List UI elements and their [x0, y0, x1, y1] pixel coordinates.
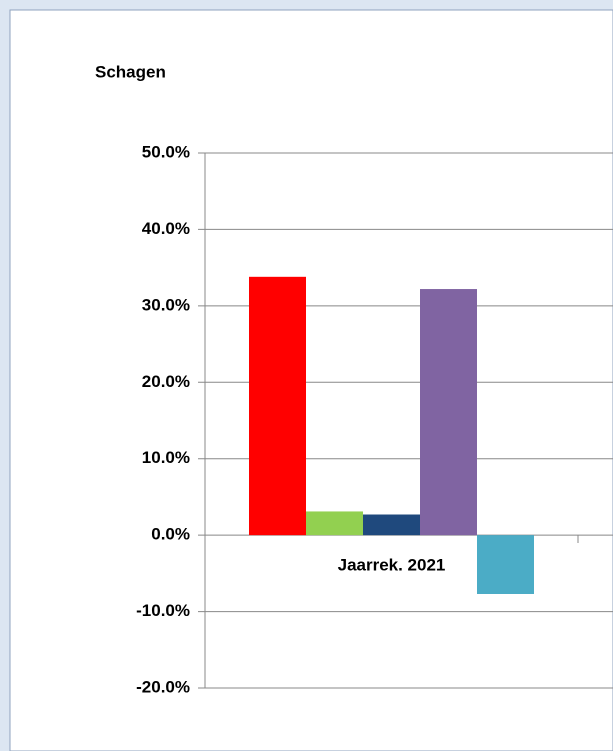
y-tick-label: 20.0% — [142, 372, 190, 391]
y-tick-label: 10.0% — [142, 448, 190, 467]
y-tick-label: 30.0% — [142, 295, 190, 314]
y-tick-label: -20.0% — [136, 677, 190, 696]
chart-title: Schagen — [95, 62, 166, 81]
bar — [477, 535, 534, 594]
y-tick-label: 0.0% — [151, 525, 190, 544]
x-tick-label: Jaarrek. 2021 — [338, 555, 446, 574]
y-tick-label: -10.0% — [136, 601, 190, 620]
chart-panel — [9, 9, 613, 751]
bar — [249, 276, 306, 536]
bar — [363, 514, 420, 536]
bar — [420, 289, 477, 536]
bar — [306, 511, 363, 536]
y-tick-label: 40.0% — [142, 219, 190, 238]
y-tick-label: 50.0% — [142, 142, 190, 161]
